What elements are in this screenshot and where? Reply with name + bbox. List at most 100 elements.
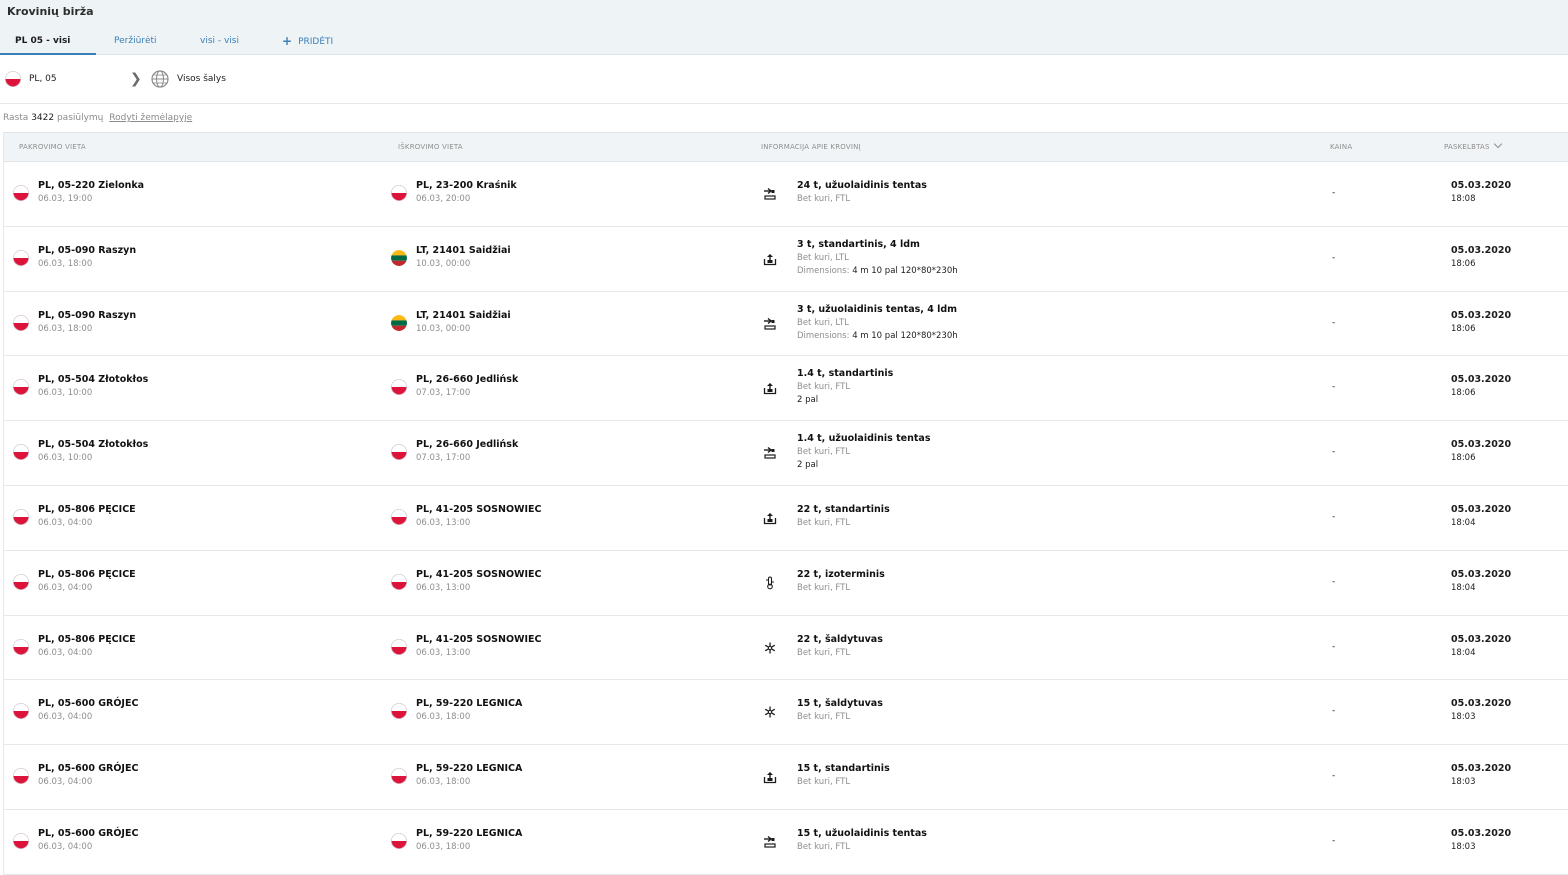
loading-time: 06.03, 19:00 <box>38 194 93 204</box>
route-filter[interactable]: PL, 05 ❯ Visos šalys <box>0 55 1568 104</box>
cargo-title: 3 t, užuolaidinis tentas, 4 ldm <box>797 303 958 315</box>
poland-flag-icon <box>13 379 29 396</box>
tab-perziureti[interactable]: Peržiūrėti <box>114 36 157 46</box>
posted-date: 05.03.2020 <box>1451 244 1512 256</box>
chevron-down-icon <box>1493 139 1502 149</box>
loading-place: PL, 05-090 Raszyn 06.03, 18:00 <box>38 310 136 334</box>
unloading-place: PL, 41-205 SOSNOWIEC 06.03, 13:00 <box>416 504 542 528</box>
posted-time: 18:08 <box>1451 194 1476 204</box>
table-row[interactable]: PL, 05-090 Raszyn 06.03, 18:00 LT, 21401… <box>4 292 1568 357</box>
loading-time: 06.03, 04:00 <box>38 517 93 528</box>
posted-at: 05.03.2020 18:08 <box>1451 180 1511 204</box>
price: - <box>1332 188 1336 198</box>
unloading-place: PL, 26-660 Jedlińsk 07.03, 17:00 <box>416 439 518 463</box>
filter-from-label: PL, 05 <box>29 74 57 84</box>
table-row[interactable]: PL, 05-600 GRÓJEC 06.03, 04:00 PL, 59-22… <box>4 810 1568 875</box>
table-row[interactable]: PL, 05-504 Złotokłos 06.03, 10:00 PL, 26… <box>4 421 1568 486</box>
top-loading-icon <box>763 770 777 784</box>
cargo-subtitle: Bet kuri, FTL <box>797 382 851 393</box>
dimensions-value: 4 m 10 pal 120*80*230h <box>852 265 958 276</box>
table-row[interactable]: PL, 05-806 PĘCICE 06.03, 04:00 PL, 41-20… <box>4 551 1568 616</box>
cargo-subtitle: Bet kuri, FTL <box>797 194 851 204</box>
price: - <box>1332 382 1336 393</box>
posted-time: 18:06 <box>1451 258 1476 269</box>
table-row[interactable]: PL, 05-806 PĘCICE 06.03, 04:00 PL, 41-20… <box>4 616 1568 681</box>
unloading-time: 06.03, 18:00 <box>416 712 471 723</box>
loading-place: PL, 05-600 GRÓJEC 06.03, 04:00 <box>38 698 138 722</box>
unloading-place: PL, 59-220 LEGNICA 06.03, 18:00 <box>416 828 522 852</box>
cargo-info: 1.4 t, standartinis Bet kuri, FTL 2 pal <box>797 368 893 405</box>
cargo-info: 22 t, standartinis Bet kuri, FTL <box>797 504 890 528</box>
unloading-time: 06.03, 13:00 <box>416 582 471 593</box>
side-loading-icon <box>763 446 777 460</box>
cargo-info: 1.4 t, užuolaidinis tentas Bet kuri, FTL… <box>797 433 931 470</box>
loading-time: 06.03, 18:00 <box>38 323 93 334</box>
add-tab-button[interactable]: + PRIDĖTI <box>265 32 349 55</box>
poland-flag-icon <box>391 638 407 655</box>
show-map-link[interactable]: Rodyti žemėlapyje <box>109 113 193 123</box>
price: - <box>1332 771 1336 782</box>
loading-city: PL, 05-504 Złotokłos <box>38 374 149 386</box>
side-loading-icon <box>763 317 777 331</box>
thermometer-icon <box>763 576 777 590</box>
dimensions-label: Dimensions: <box>797 265 850 276</box>
unloading-time: 06.03, 13:00 <box>416 647 471 658</box>
header-posted-sort[interactable]: PASKELBTAS <box>1444 139 1502 151</box>
top-loading-icon <box>763 252 777 266</box>
posted-at: 05.03.2020 18:03 <box>1451 698 1511 722</box>
loading-place: PL, 05-600 GRÓJEC 06.03, 04:00 <box>38 828 138 852</box>
table-row[interactable]: PL, 05-220 Zielonka 06.03, 19:00 PL, 23-… <box>4 162 1568 227</box>
cargo-info: 22 t, izoterminis Bet kuri, FTL <box>797 569 885 593</box>
poland-flag-icon <box>391 444 407 461</box>
table-row[interactable]: PL, 05-090 Raszyn 06.03, 18:00 LT, 21401… <box>4 227 1568 292</box>
posted-time: 18:03 <box>1451 841 1476 852</box>
tab-pl05-visi[interactable]: PL 05 - visi <box>0 32 96 55</box>
unloading-city: LT, 21401 Saidžiai <box>416 309 511 321</box>
table-row[interactable]: PL, 05-600 GRÓJEC 06.03, 04:00 PL, 59-22… <box>4 745 1568 810</box>
cargo-info: 3 t, užuolaidinis tentas, 4 ldm Bet kuri… <box>797 304 958 341</box>
cargo-subtitle: Bet kuri, FTL <box>797 777 851 788</box>
unloading-place: PL, 59-220 LEGNICA 06.03, 18:00 <box>416 698 522 722</box>
price: - <box>1332 706 1336 717</box>
unloading-time: 06.03, 20:00 <box>416 194 471 204</box>
cargo-title: 24 t, užuolaidinis tentas <box>797 180 927 191</box>
posted-date: 05.03.2020 <box>1451 309 1512 321</box>
table-row[interactable]: PL, 05-600 GRÓJEC 06.03, 04:00 PL, 59-22… <box>4 680 1568 746</box>
loading-place: PL, 05-504 Złotokłos 06.03, 10:00 <box>38 374 148 398</box>
posted-at: 05.03.2020 18:06 <box>1451 245 1511 269</box>
posted-at: 05.03.2020 18:04 <box>1451 569 1511 593</box>
posted-time: 18:06 <box>1451 323 1476 334</box>
cargo-title: 15 t, užuolaidinis tentas <box>797 827 927 839</box>
offers-table: PAKROVIMO VIETA IŠKROVIMO VIETA INFORMAC… <box>3 132 1568 875</box>
dimensions-label: Dimensions: <box>797 330 850 341</box>
cargo-pallets: 2 pal <box>797 460 819 471</box>
table-row[interactable]: PL, 05-806 PĘCICE 06.03, 04:00 PL, 41-20… <box>4 486 1568 551</box>
posted-at: 05.03.2020 18:03 <box>1451 763 1511 787</box>
unloading-city: PL, 59-220 LEGNICA <box>416 698 523 710</box>
chevron-right-icon: ❯ <box>130 71 142 87</box>
results-summary: Rasta 3422 pasiūlymų Rodyti žemėlapyje <box>0 104 1568 132</box>
posted-date: 05.03.2020 <box>1451 763 1512 775</box>
cargo-info: 15 t, standartinis Bet kuri, FTL <box>797 763 890 787</box>
loading-place: PL, 05-806 PĘCICE 06.03, 04:00 <box>38 504 136 528</box>
poland-flag-icon <box>391 185 407 201</box>
poland-flag-icon <box>13 832 29 849</box>
unloading-city: PL, 41-205 SOSNOWIEC <box>416 633 542 645</box>
top-loading-icon <box>763 511 777 525</box>
cargo-title: 1.4 t, standartinis <box>797 368 894 380</box>
header-posted: PASKELBTAS <box>1444 143 1490 151</box>
cargo-dimensions: Dimensions: 4 m 10 pal 120*80*230h <box>797 331 958 341</box>
poland-flag-icon <box>391 573 407 590</box>
posted-date: 05.03.2020 <box>1451 439 1512 451</box>
posted-at: 05.03.2020 18:03 <box>1451 828 1511 852</box>
posted-at: 05.03.2020 18:04 <box>1451 504 1511 528</box>
side-loading-icon <box>763 187 777 201</box>
unloading-city: PL, 41-205 SOSNOWIEC <box>416 503 542 515</box>
loading-city: PL, 05-090 Raszyn <box>38 309 137 321</box>
posted-at: 05.03.2020 18:06 <box>1451 439 1511 463</box>
table-row[interactable]: PL, 05-504 Złotokłos 06.03, 10:00 PL, 26… <box>4 356 1568 422</box>
cargo-subtitle: Bet kuri, FTL <box>797 647 851 658</box>
loading-time: 06.03, 04:00 <box>38 712 93 723</box>
tab-visi-visi[interactable]: visi - visi <box>200 36 240 46</box>
posted-time: 18:03 <box>1451 777 1476 788</box>
